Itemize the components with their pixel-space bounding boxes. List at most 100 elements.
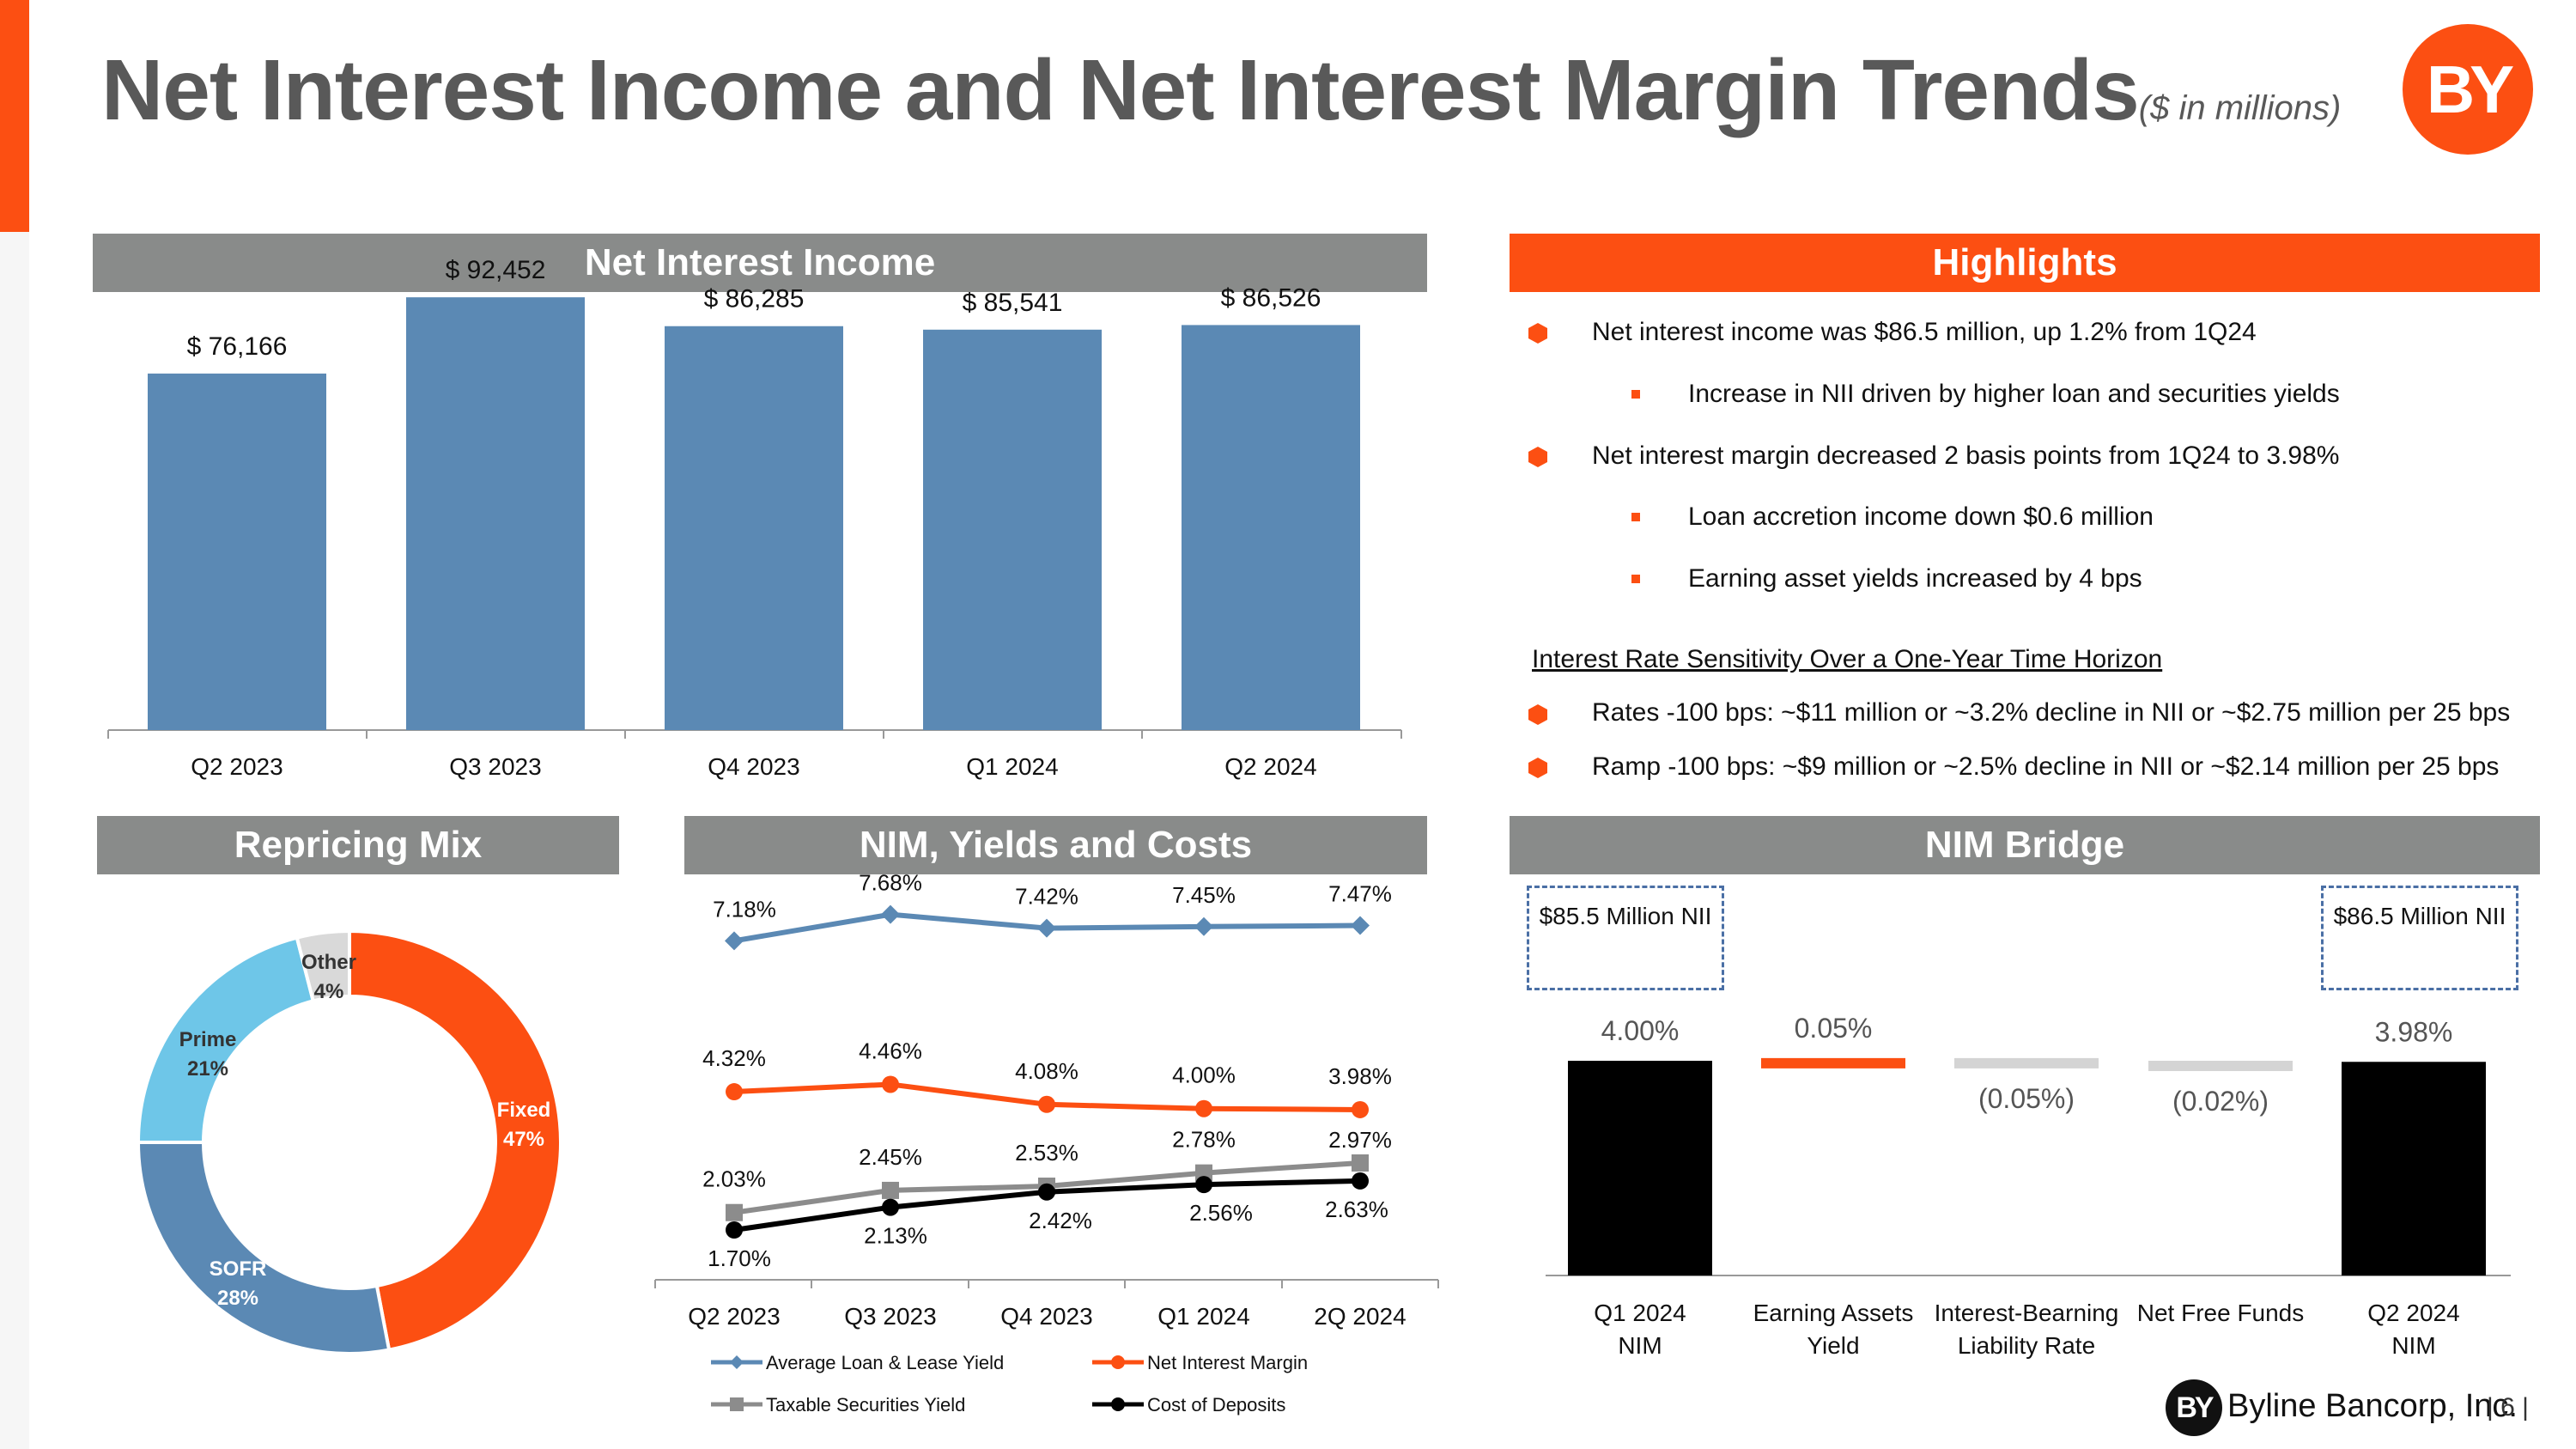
legend-label: Net Interest Margin — [1147, 1352, 1308, 1373]
line-category-label: Q2 2023 — [688, 1303, 780, 1330]
donut-slice-label: 21% — [187, 1057, 228, 1081]
square-bullet-icon — [1631, 513, 1640, 521]
legend-label: Average Loan & Lease Yield — [766, 1352, 1004, 1373]
footer-logo: BY Byline Bancorp, Inc. — [2166, 1379, 2518, 1436]
highlight-item: Net interest margin decreased 2 basis po… — [1592, 441, 2340, 470]
bar-data-label: $ 86,285 — [704, 285, 805, 314]
nii-header: Net Interest Income — [93, 234, 1427, 292]
bar-data-label: $ 76,166 — [187, 332, 288, 361]
bar-data-label: $ 86,526 — [1221, 283, 1321, 312]
highlight-subitem: Loan accretion income down $0.6 million — [1688, 502, 2154, 531]
series-marker — [881, 904, 900, 924]
series-marker — [726, 1083, 743, 1101]
donut-slice — [136, 1141, 392, 1355]
page-title: Net Interest Income and Net Interest Mar… — [101, 42, 2342, 138]
bridge-category-label: Net Free Funds — [2137, 1300, 2305, 1326]
series-marker — [1351, 916, 1370, 935]
hex-bullet-icon — [1528, 323, 1547, 344]
series-data-label: 7.68% — [859, 870, 922, 896]
line-category-label: Q3 2023 — [844, 1303, 936, 1330]
series-data-label: 2.97% — [1328, 1127, 1392, 1153]
hex-bullet-icon — [1528, 447, 1547, 467]
series-data-label: 4.08% — [1015, 1058, 1078, 1084]
bridge-category-label: Q2 2024 — [2367, 1300, 2459, 1326]
square-bullet-icon — [1631, 575, 1640, 583]
series-data-label: 2.03% — [702, 1166, 766, 1192]
series-data-label: 2.56% — [1189, 1200, 1253, 1226]
series-data-label: 4.00% — [1172, 1062, 1236, 1088]
bridge-category-label: Interest-Bearning — [1935, 1300, 2119, 1326]
donut-slice — [295, 928, 351, 1003]
footer-logo-mark: BY — [2166, 1379, 2222, 1436]
bridge-category-label: Earning Assets — [1753, 1300, 1914, 1326]
series-data-label: 2.53% — [1015, 1140, 1078, 1166]
bridge-category-label: Yield — [1807, 1332, 1859, 1359]
series-data-label: 2.78% — [1172, 1127, 1236, 1153]
nii-bar — [406, 297, 585, 730]
hex-bullet-icon — [1528, 758, 1547, 778]
bar-data-label: $ 92,452 — [446, 256, 546, 284]
series-marker — [1038, 1095, 1055, 1113]
footer-company: Byline Bancorp, Inc. — [2227, 1388, 2518, 1425]
series-marker — [882, 1075, 899, 1093]
bridge-bar — [2342, 1062, 2486, 1275]
series-marker — [882, 1181, 899, 1199]
legend-marker — [730, 1355, 744, 1369]
series-data-label: 2.13% — [864, 1223, 927, 1249]
series-marker — [725, 931, 744, 951]
bridge-data-label: 4.00% — [1601, 1015, 1680, 1046]
legend-marker — [730, 1397, 744, 1411]
series-data-label: 3.98% — [1328, 1063, 1392, 1089]
bridge-category-label: Liability Rate — [1958, 1332, 2095, 1359]
legend-label: Taxable Securities Yield — [766, 1394, 965, 1416]
highlights-header: Highlights — [1510, 234, 2540, 292]
series-data-label: 2.63% — [1325, 1196, 1388, 1222]
series-data-label: 7.47% — [1328, 881, 1392, 907]
series-marker — [1352, 1154, 1369, 1172]
bar-category-label: Q2 2024 — [1224, 753, 1316, 780]
bridge-category-label: NIM — [1618, 1332, 1662, 1359]
series-marker — [726, 1203, 743, 1221]
line-category-label: Q1 2024 — [1157, 1303, 1249, 1330]
bridge-data-label: (0.02%) — [2172, 1086, 2269, 1117]
legend-marker — [1111, 1355, 1125, 1369]
donut-slice-name: Prime — [179, 1028, 237, 1051]
nim-header: NIM, Yields and Costs — [684, 816, 1427, 874]
bar-category-label: Q1 2024 — [966, 753, 1058, 780]
series-data-label: 1.70% — [708, 1245, 771, 1271]
bridge-category-label: Q1 2024 — [1594, 1300, 1686, 1326]
nii-bar — [923, 329, 1102, 730]
bridge-bar — [1568, 1061, 1712, 1275]
donut-slice — [348, 928, 562, 1352]
byline-logo: BY — [2403, 24, 2533, 155]
sensitivity-title: Interest Rate Sensitivity Over a One-Yea… — [1532, 645, 2163, 673]
bridge-start-nii-box: $85.5 Million NII — [1527, 886, 1724, 990]
bridge-data-label: (0.05%) — [1978, 1083, 2075, 1114]
series-marker — [882, 1198, 899, 1216]
legend-label: Cost of Deposits — [1147, 1394, 1285, 1416]
series-marker — [1037, 918, 1056, 938]
legend-marker — [1111, 1397, 1125, 1411]
series-data-label: 7.18% — [713, 896, 776, 922]
donut-slice-name: Fixed — [497, 1099, 551, 1122]
accent-bar — [0, 0, 29, 232]
series-marker — [1194, 916, 1213, 936]
highlight-subitem: Increase in NII driven by higher loan an… — [1688, 380, 2340, 408]
sensitivity-item: Rates -100 bps: ~$11 million or ~3.2% de… — [1592, 698, 2511, 727]
nii-bar — [665, 326, 843, 730]
donut-slice-name: Other — [301, 951, 356, 974]
square-bullet-icon — [1631, 390, 1640, 399]
left-strip — [0, 232, 29, 1449]
donut-slice-label: 4% — [314, 980, 344, 1003]
bridge-end-nii-box: $86.5 Million NII — [2321, 886, 2518, 990]
series-data-label: 7.45% — [1172, 882, 1236, 908]
bridge-data-label: 0.05% — [1795, 1013, 1873, 1044]
series-data-label: 2.42% — [1029, 1208, 1092, 1233]
line-category-label: 2Q 2024 — [1314, 1303, 1406, 1330]
donut-slice-label: 28% — [217, 1287, 258, 1310]
bridge-category-label: NIM — [2391, 1332, 2435, 1359]
bar-category-label: Q3 2023 — [449, 753, 541, 780]
series-marker — [1195, 1176, 1212, 1194]
